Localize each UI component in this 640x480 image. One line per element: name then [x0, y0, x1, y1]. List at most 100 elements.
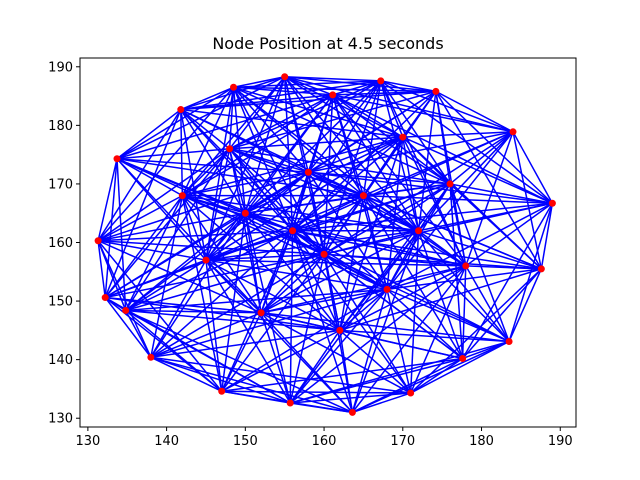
graph-node	[286, 399, 294, 407]
graph-edge	[291, 230, 412, 394]
graph-edge	[205, 259, 341, 332]
graph-edge	[182, 194, 325, 255]
x-tick-label: 160	[312, 434, 337, 449]
graph-edge	[205, 259, 353, 413]
graph-edge	[352, 392, 411, 414]
graph-edge	[323, 254, 341, 331]
graph-edge	[292, 136, 404, 232]
graph-edge	[540, 203, 554, 269]
graph-edge	[332, 94, 388, 290]
graph-edge	[260, 312, 291, 404]
graph-edge	[229, 136, 403, 150]
graph-edge	[116, 94, 333, 160]
graph-edge	[308, 136, 404, 173]
graph-edge	[292, 131, 514, 232]
y-tick-label: 180	[48, 119, 73, 134]
graph-edge	[363, 194, 542, 270]
graph-node	[230, 83, 238, 91]
graph-node	[415, 227, 423, 235]
graph-edge	[150, 259, 207, 358]
graph-edge	[260, 253, 325, 314]
graph-edge	[332, 94, 553, 204]
graph-edge	[410, 268, 542, 394]
graph-edge	[104, 212, 246, 299]
graph-edge	[125, 253, 325, 312]
graph-node	[226, 145, 234, 153]
graph-edge	[402, 136, 553, 204]
graph-edge	[418, 230, 542, 270]
graph-edge	[116, 76, 286, 160]
graph-edge	[386, 268, 542, 291]
graph-edge	[150, 356, 353, 414]
graph-edge	[339, 183, 451, 331]
graph-edge	[233, 80, 381, 89]
graph-edge	[205, 259, 466, 267]
graph-edge	[292, 183, 451, 232]
graph-edge	[233, 86, 419, 232]
graph-edge	[352, 357, 463, 414]
graph-edge	[260, 312, 510, 343]
graph-edge	[229, 148, 451, 185]
graph-node	[548, 199, 556, 207]
graph-edge	[380, 80, 451, 185]
graph-edge	[339, 288, 388, 331]
graph-node	[202, 256, 210, 264]
graph-edge	[125, 309, 340, 332]
graph-edge	[150, 288, 388, 359]
graph-edge	[512, 131, 554, 204]
graph-node	[94, 237, 102, 245]
graph-edge	[417, 230, 464, 359]
x-tick-label: 180	[469, 434, 494, 449]
graph-node	[432, 87, 440, 95]
graph-edge	[182, 194, 419, 232]
graph-edge	[150, 253, 325, 358]
graph-edge	[181, 195, 341, 331]
graph-edge	[449, 131, 514, 185]
graph-edge	[260, 312, 412, 394]
x-tick-label: 150	[233, 434, 258, 449]
graph-edge	[323, 202, 553, 255]
graph-edge	[339, 330, 354, 413]
x-tick-label: 130	[75, 434, 100, 449]
graph-edge	[284, 76, 514, 133]
graph-edge	[402, 136, 467, 267]
graph-node	[505, 337, 513, 345]
graph-edge	[289, 329, 341, 404]
graph-edge	[228, 148, 294, 232]
graph-node	[257, 309, 265, 317]
graph-edge	[462, 268, 542, 359]
graph-edge	[125, 309, 262, 314]
graph-edge	[324, 253, 466, 267]
graph-edge	[508, 268, 543, 342]
graph-edge	[205, 259, 262, 314]
graph-edge	[228, 87, 235, 149]
graph-edge	[386, 288, 464, 360]
graph-edge	[182, 136, 403, 197]
graph-node	[218, 387, 226, 395]
graph-edge	[97, 148, 231, 242]
graph-edge	[435, 90, 514, 133]
y-tick-label: 170	[48, 177, 73, 192]
graph-edge	[205, 148, 231, 261]
graph-edge	[417, 131, 514, 232]
graph-edge	[332, 94, 514, 133]
graph-edge	[402, 136, 451, 185]
graph-edge	[97, 171, 309, 242]
graph-edge	[104, 158, 118, 298]
graph-edge	[232, 86, 309, 173]
graph-edge	[449, 183, 553, 204]
graph-edge	[284, 76, 404, 138]
graph-edge	[402, 90, 437, 138]
x-tick-label: 170	[390, 434, 415, 449]
graph-edge	[180, 94, 333, 111]
graph-edge	[229, 90, 437, 150]
graph-edge	[104, 148, 231, 299]
graph-edge	[180, 90, 436, 111]
graph-edge	[284, 76, 333, 96]
edges-layer	[97, 75, 554, 414]
graph-edge	[97, 194, 183, 242]
graph-node	[241, 209, 249, 217]
graph-edge	[180, 109, 294, 232]
graph-node	[336, 326, 344, 334]
graph-edge	[402, 136, 420, 231]
